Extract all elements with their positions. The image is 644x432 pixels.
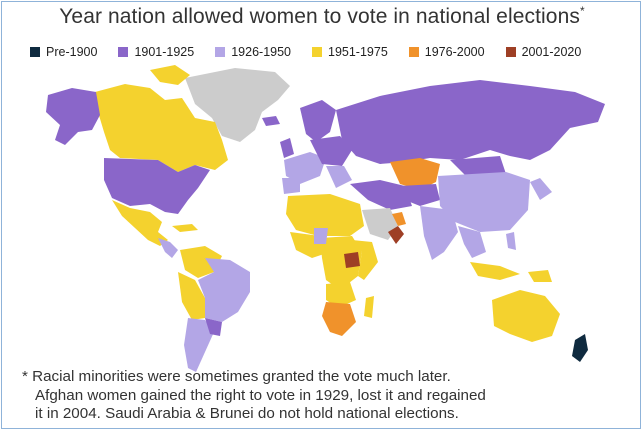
region-china — [438, 172, 530, 232]
legend-swatch — [30, 47, 40, 57]
legend-swatch — [505, 47, 516, 57]
legend-label: 1926-1950 — [231, 45, 291, 59]
title-footnote-marker: * — [579, 4, 585, 18]
legend-item-1901-1925: 1901-1925 — [118, 45, 194, 59]
region-peru-bolivia — [178, 272, 205, 320]
footnote-line-2: Afghan women gained the right to vote in… — [35, 386, 486, 404]
region-uruguay-paraguay — [205, 318, 222, 336]
legend-label: 2001-2020 — [521, 45, 582, 59]
region-iceland — [262, 116, 280, 126]
region-scandinavia — [300, 100, 336, 142]
map-title-text: Year nation allowed women to vote in nat… — [59, 5, 580, 28]
region-alaska — [46, 88, 100, 145]
region-colombia-venezuela — [180, 246, 222, 278]
region-southern-africa — [322, 302, 356, 336]
region-central-america — [158, 238, 178, 258]
region-kazakhstan — [390, 158, 440, 190]
region-png — [528, 270, 552, 282]
region-russia — [336, 80, 605, 164]
legend-swatch — [215, 47, 226, 57]
region-sudan — [344, 252, 360, 268]
region-north-africa — [286, 194, 364, 236]
region-southeast-asia — [458, 226, 486, 258]
region-mexico — [112, 200, 168, 246]
region-angola-zambia — [326, 282, 356, 308]
region-central-europe — [310, 136, 352, 166]
region-australia — [492, 290, 560, 342]
region-central-africa — [320, 236, 362, 290]
region-greenland — [185, 68, 290, 142]
region-new-zealand — [572, 334, 588, 362]
legend-item-2001-2020: 2001-2020 — [505, 45, 582, 59]
region-gulf — [392, 212, 406, 226]
region-canada — [95, 84, 228, 172]
legend-item-pre-1900: Pre-1900 — [30, 45, 97, 59]
legend-label: 1976-2000 — [424, 45, 485, 59]
legend-label: Pre-1900 — [46, 45, 98, 59]
region-western-europe — [284, 152, 326, 184]
legend-swatch — [408, 47, 419, 57]
legend-label: 1951-1975 — [328, 45, 388, 59]
region-canada-islands — [150, 65, 190, 85]
legend-item-1976-2000: 1976-2000 — [408, 45, 485, 59]
region-congo-drc — [314, 228, 328, 244]
region-philippines — [506, 232, 516, 250]
region-turkey-iran — [350, 180, 412, 210]
region-east-africa — [352, 240, 378, 280]
legend-item-1951-1975: 1951-1975 — [312, 45, 388, 59]
region-uk — [280, 138, 294, 158]
footnote-line-1: * Racial minorities were sometimes grant… — [22, 368, 451, 385]
legend-swatch — [118, 47, 129, 57]
map-title: Year nation allowed women to vote in nat… — [0, 4, 644, 29]
region-iberia — [282, 178, 300, 194]
region-oman-yemen — [388, 226, 404, 244]
legend-label: 1901-1925 — [134, 45, 195, 59]
footnote: * Racial minorities were sometimes grant… — [22, 368, 486, 424]
region-balkans — [326, 166, 352, 188]
region-usa — [104, 158, 210, 214]
region-brazil — [198, 258, 250, 322]
region-korea-japan — [530, 178, 552, 200]
legend-item-1926-1950: 1926-1950 — [215, 45, 291, 59]
region-caribbean — [172, 224, 198, 232]
region-india — [420, 206, 458, 260]
region-madagascar — [364, 296, 374, 318]
footnote-line-3: it in 2004. Saudi Arabia & Brunei do not… — [35, 405, 459, 422]
region-indonesia — [470, 262, 520, 280]
legend-swatch — [312, 47, 322, 57]
legend: Pre-1900 1901-1925 1926-1950 1951-1975 1… — [30, 45, 602, 59]
region-argentina-chile — [184, 318, 214, 372]
